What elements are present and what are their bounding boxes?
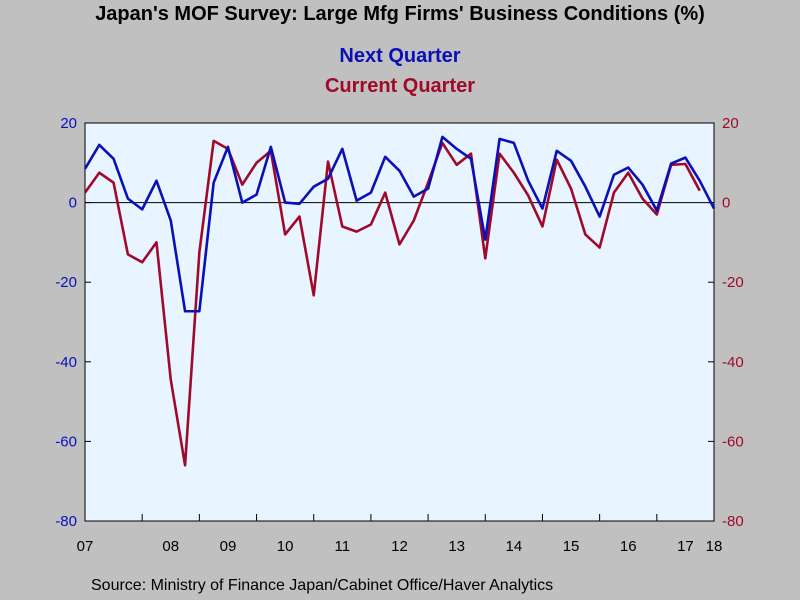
legend-next-quarter: Next Quarter bbox=[339, 45, 461, 67]
y-tick-label-right: -80 bbox=[722, 513, 744, 530]
legend-current-quarter: Current Quarter bbox=[324, 75, 476, 97]
x-tick-label: 11 bbox=[335, 538, 351, 555]
y-tick-label-left: -60 bbox=[55, 433, 77, 450]
series-line-current-quarter bbox=[83, 139, 701, 467]
chart-title: Japan's MOF Survey: Large Mfg Firms' Bus… bbox=[95, 3, 705, 25]
y-tick-label-left: -40 bbox=[55, 354, 77, 371]
x-tick-label: 13 bbox=[448, 538, 465, 555]
x-tick-label: 16 bbox=[620, 538, 637, 555]
y-tick-label-right: -40 bbox=[722, 354, 744, 371]
y-tick-label-left: 0 bbox=[69, 195, 77, 212]
x-tick-label: 12 bbox=[391, 538, 408, 555]
y-tick-label-right: -20 bbox=[722, 274, 744, 291]
y-tick-label-left: -20 bbox=[55, 274, 77, 291]
x-tick-label: 10 bbox=[277, 538, 294, 555]
y-tick-label-right: 20 bbox=[722, 115, 739, 132]
x-tick-label: 09 bbox=[220, 538, 237, 555]
y-tick-label-right: 0 bbox=[722, 195, 730, 212]
y-tick-label-left: -80 bbox=[55, 513, 77, 530]
y-tick-label-left: 20 bbox=[60, 115, 77, 132]
x-tick-label: 18 bbox=[706, 538, 723, 555]
x-tick-label: 14 bbox=[506, 538, 523, 555]
x-tick-label: 17 bbox=[677, 538, 694, 555]
y-tick-label-right: -60 bbox=[722, 433, 744, 450]
x-tick-label: 08 bbox=[162, 538, 179, 555]
x-tick-label: 15 bbox=[563, 538, 580, 555]
x-tick-label: 07 bbox=[77, 538, 94, 555]
source-note: Source: Ministry of Finance Japan/Cabine… bbox=[91, 577, 554, 594]
series-line-next-quarter bbox=[83, 135, 716, 313]
